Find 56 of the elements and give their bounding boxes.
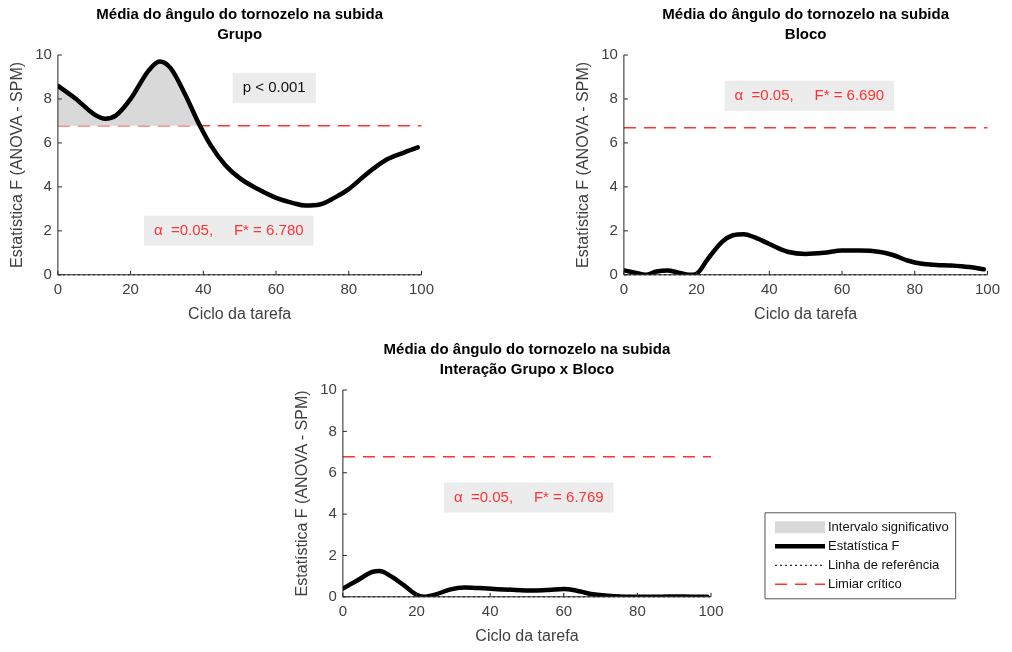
x-tick-label: 60 [555,601,573,619]
y-tick-label: 4 [43,177,52,195]
y-axis-title: Estatística F (ANOVA - SPM) [574,61,592,268]
x-tick-label: 80 [906,279,924,297]
x-tick-label: 100 [974,279,1000,297]
x-tick-label: 20 [688,279,705,297]
legend-label: Linha de referência [828,556,941,572]
x-tick-label: 80 [629,601,646,619]
line-series [623,231,987,275]
line-series [342,568,710,597]
chart-subtitle: Bloco [784,25,827,43]
y-tick-label: 0 [328,586,337,604]
y-tick-label: 0 [43,264,52,282]
y-tick-label: 8 [609,89,618,107]
annotation: α =0.05, F* = 6.769 [453,487,604,505]
x-tick-label: 20 [122,279,139,297]
x-tick-label: 40 [194,279,212,297]
chart-subtitle: Interação Grupo x Bloco [439,360,615,378]
legend-label: Intervalo significativo [828,518,949,534]
chart-title: Média do ângulo do tornozelo na subida [662,5,950,23]
y-tick-label: 2 [609,220,618,238]
y-tick-label: 2 [328,545,337,563]
annotation: p < 0.001 [242,78,306,96]
chart-title: Média do ângulo do tornozelo na subida [96,5,384,23]
x-tick-label: 40 [760,279,778,297]
y-tick-label: 10 [35,45,52,63]
x-tick-label: 100 [408,279,434,297]
x-tick-label: 60 [267,279,285,297]
chart-subtitle: Grupo [217,25,263,43]
legend-label: Limiar crítico [828,575,902,591]
annotation: α =0.05, F* = 6.690 [734,85,885,103]
x-tick-label: 80 [340,279,358,297]
y-tick-label: 10 [601,45,618,63]
y-tick-label: 4 [328,504,337,522]
x-axis-title: Ciclo da tarefa [475,626,579,644]
y-tick-label: 6 [43,133,52,151]
y-tick-label: 4 [609,177,618,195]
chart-title: Média do ângulo do tornozelo na subida [383,340,671,358]
annotation: α =0.05, F* = 6.780 [153,220,304,238]
y-tick-label: 6 [609,133,618,151]
line-series [57,59,421,208]
y-tick-label: 2 [43,220,52,238]
y-axis-title: Estatística F (ANOVA - SPM) [8,61,26,268]
y-axis-title: Estatística F (ANOVA - SPM) [293,390,311,597]
y-tick-label: 8 [328,421,337,439]
x-axis-title: Ciclo da tarefa [754,304,858,322]
x-axis-title: Ciclo da tarefa [188,304,292,322]
x-tick-label: 60 [833,279,851,297]
x-tick-label: 20 [408,601,425,619]
legend-label: Estatística F [828,537,900,553]
x-tick-label: 100 [698,601,724,619]
y-tick-label: 0 [609,264,618,282]
y-tick-label: 6 [328,462,337,480]
x-tick-label: 40 [481,601,499,619]
y-tick-label: 8 [43,89,52,107]
y-tick-label: 10 [320,380,337,398]
